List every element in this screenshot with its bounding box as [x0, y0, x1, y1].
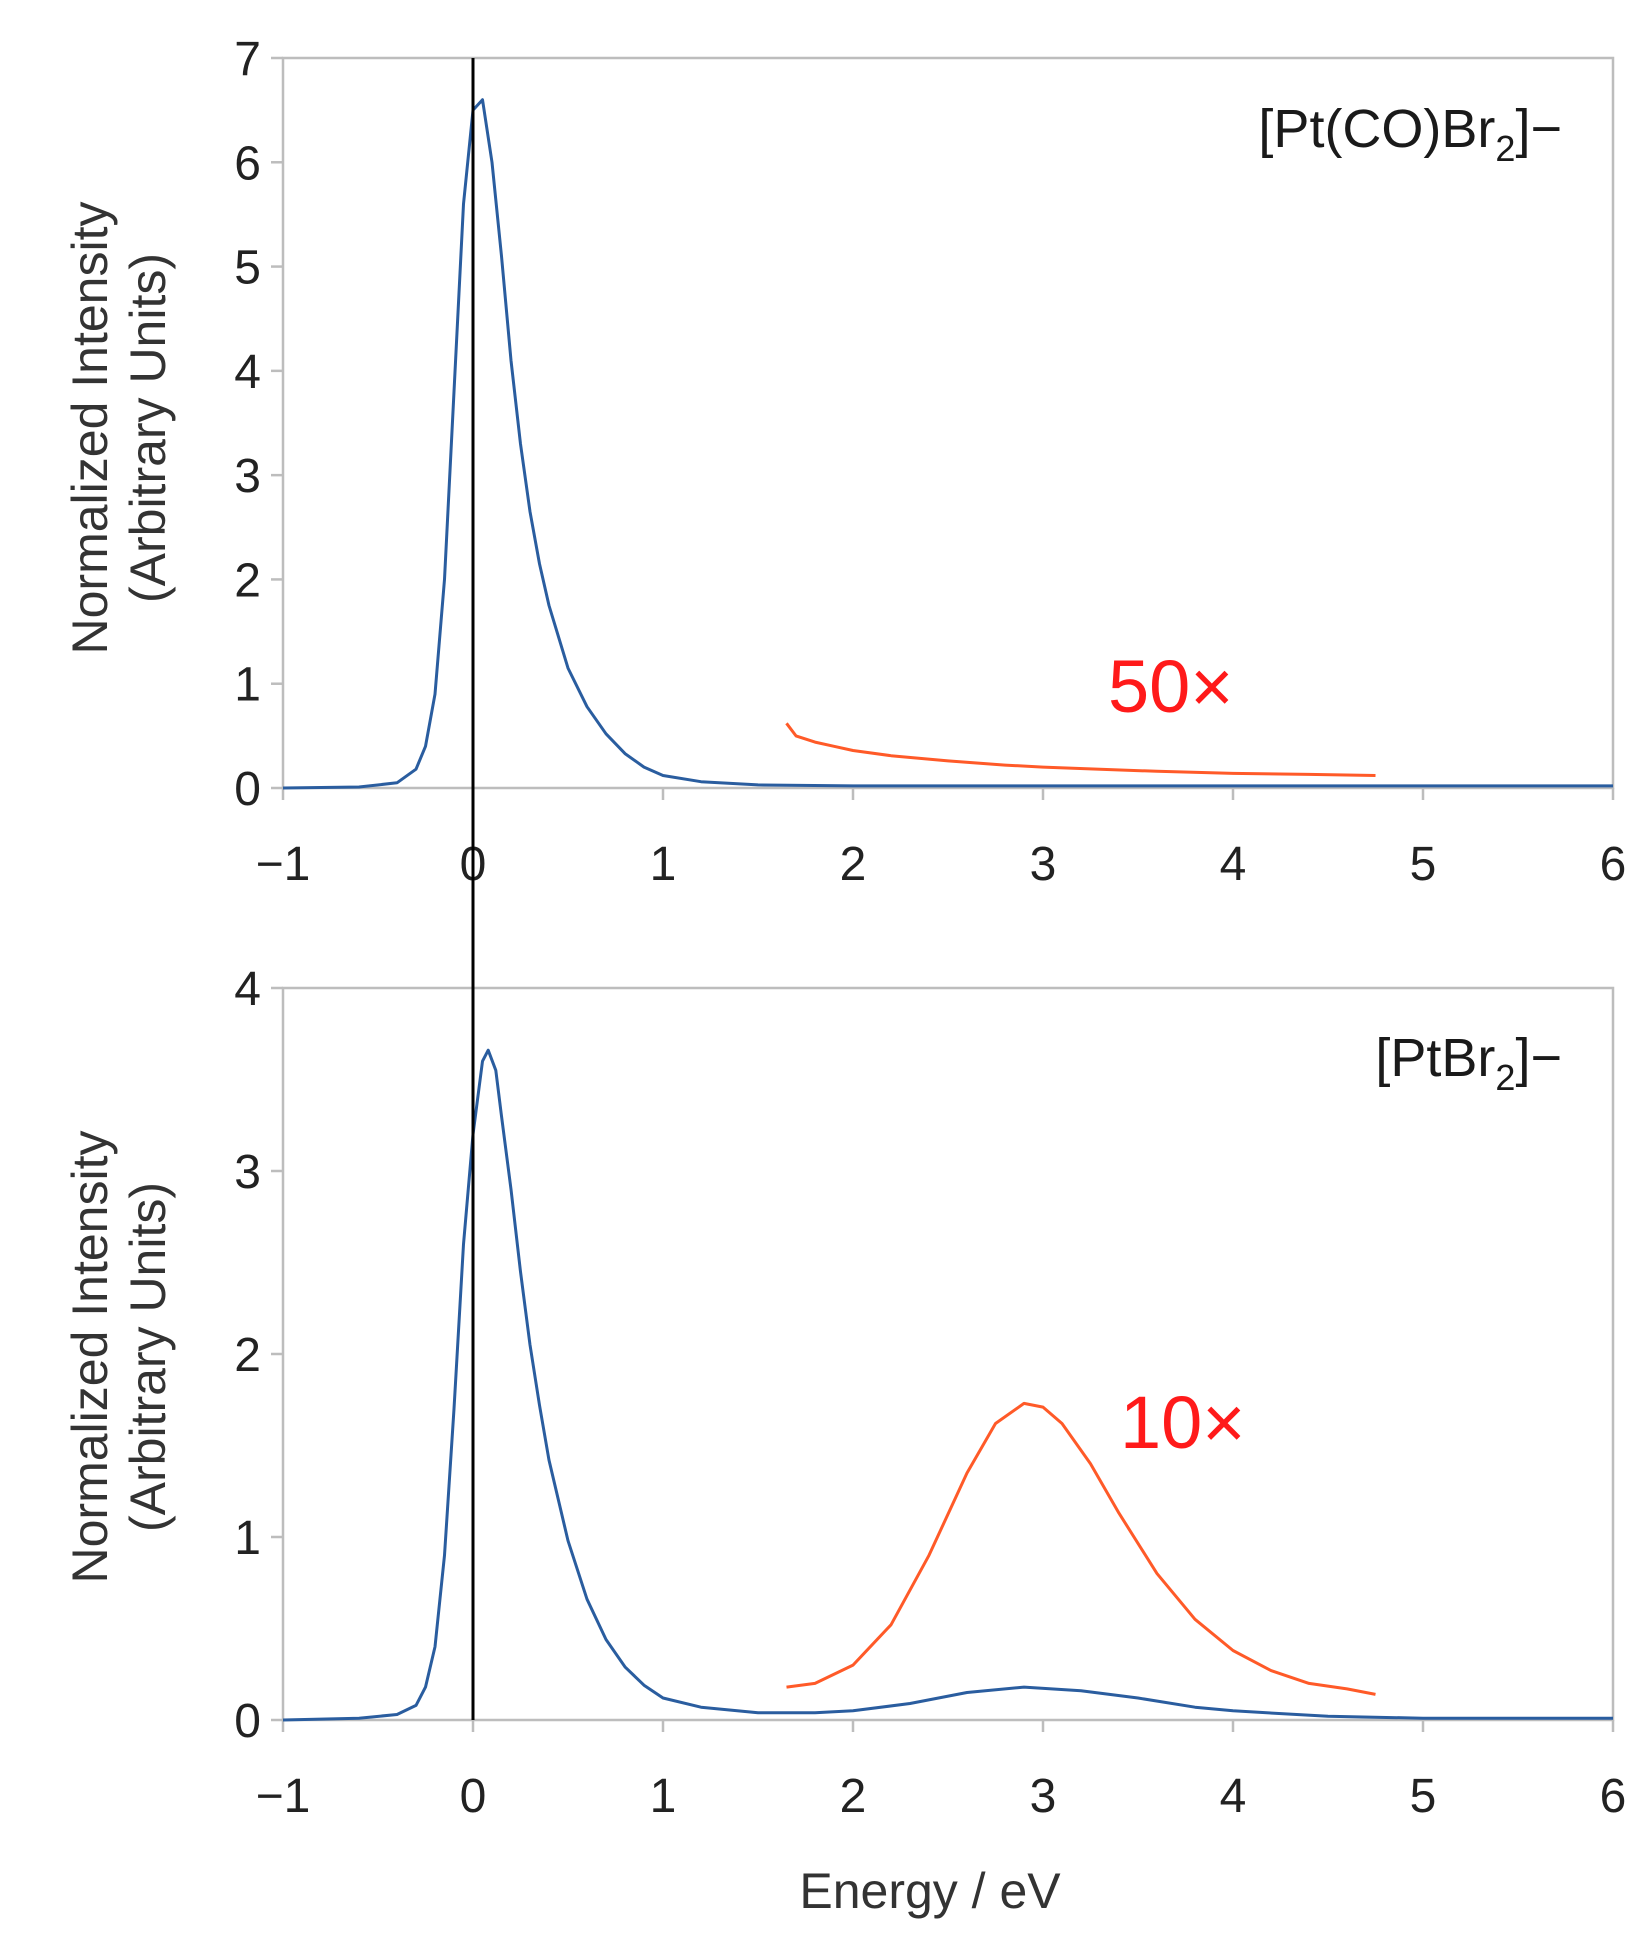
scale-annotation: 10× — [1120, 1381, 1246, 1464]
y-tick-label: 0 — [234, 1695, 261, 1748]
y-tick-label: 1 — [234, 659, 261, 712]
x-tick-label: −1 — [256, 838, 311, 891]
y-tick-label: 4 — [234, 963, 261, 1016]
panel-bottom: 0 1 2 3 4 −1 0 1 2 3 4 5 6 Normalized Intensity (Arbit… — [62, 963, 1626, 1919]
x-tick-label: −1 — [256, 1770, 311, 1823]
x-tick-label: 1 — [650, 838, 677, 891]
spectrum-line — [282, 98, 1613, 790]
y-tick-label: 0 — [234, 763, 261, 816]
x-tick-label: 1 — [650, 1770, 677, 1823]
x-tick-label: 3 — [1030, 1770, 1057, 1823]
y-axis-title: Normalized Intensity — [62, 202, 118, 655]
x-tick-label: 5 — [1410, 1770, 1437, 1823]
y-tick-label: 2 — [234, 1329, 261, 1382]
molecule-label-charge: ]− — [1515, 99, 1562, 159]
spectrum-line — [282, 1048, 1613, 1722]
molecule-label-main: [Pt(CO)Br — [1258, 99, 1495, 159]
y-tick-label: 7 — [234, 33, 261, 86]
x-axis-title: Energy / eV — [799, 1863, 1061, 1919]
y-axis-subtitle: (Arbitrary Units) — [120, 1182, 176, 1532]
y-axis-title: Normalized Intensity — [62, 1131, 118, 1584]
x-tick-label: 6 — [1600, 1770, 1627, 1823]
molecule-label-main: [PtBr — [1375, 1028, 1495, 1088]
plot-frame — [281, 986, 1615, 1722]
x-tick-label: 2 — [840, 1770, 867, 1823]
x-tick-label: 0 — [460, 1770, 487, 1823]
y-tick-label: 2 — [234, 554, 261, 607]
molecule-label-subscript: 2 — [1495, 1057, 1515, 1098]
y-tick-label: 6 — [234, 137, 261, 190]
y-tick-label: 5 — [234, 242, 261, 295]
molecule-label: [PtBr2]− — [1375, 1028, 1562, 1098]
scaled-spectrum-line — [785, 722, 1376, 777]
x-tick-label: 5 — [1410, 838, 1437, 891]
molecule-label-subscript: 2 — [1495, 128, 1515, 169]
plot-frame — [281, 56, 1615, 790]
x-tick-label: 6 — [1600, 838, 1627, 891]
molecule-label-charge: ]− — [1515, 1028, 1562, 1088]
x-tick-label: 3 — [1030, 838, 1057, 891]
y-tick-label: 3 — [234, 450, 261, 503]
scaled-spectrum-line — [786, 1401, 1376, 1696]
molecule-label: [Pt(CO)Br2]− — [1258, 99, 1562, 169]
y-tick-label: 4 — [234, 346, 261, 399]
scale-annotation: 50× — [1108, 645, 1234, 728]
x-tick-label: 4 — [1220, 1770, 1247, 1823]
x-tick-label: 2 — [840, 838, 867, 891]
x-tick-label: 4 — [1220, 838, 1247, 891]
y-tick-label: 1 — [234, 1512, 261, 1565]
y-axis-subtitle: (Arbitrary Units) — [120, 253, 176, 603]
y-tick-label: 3 — [234, 1146, 261, 1199]
